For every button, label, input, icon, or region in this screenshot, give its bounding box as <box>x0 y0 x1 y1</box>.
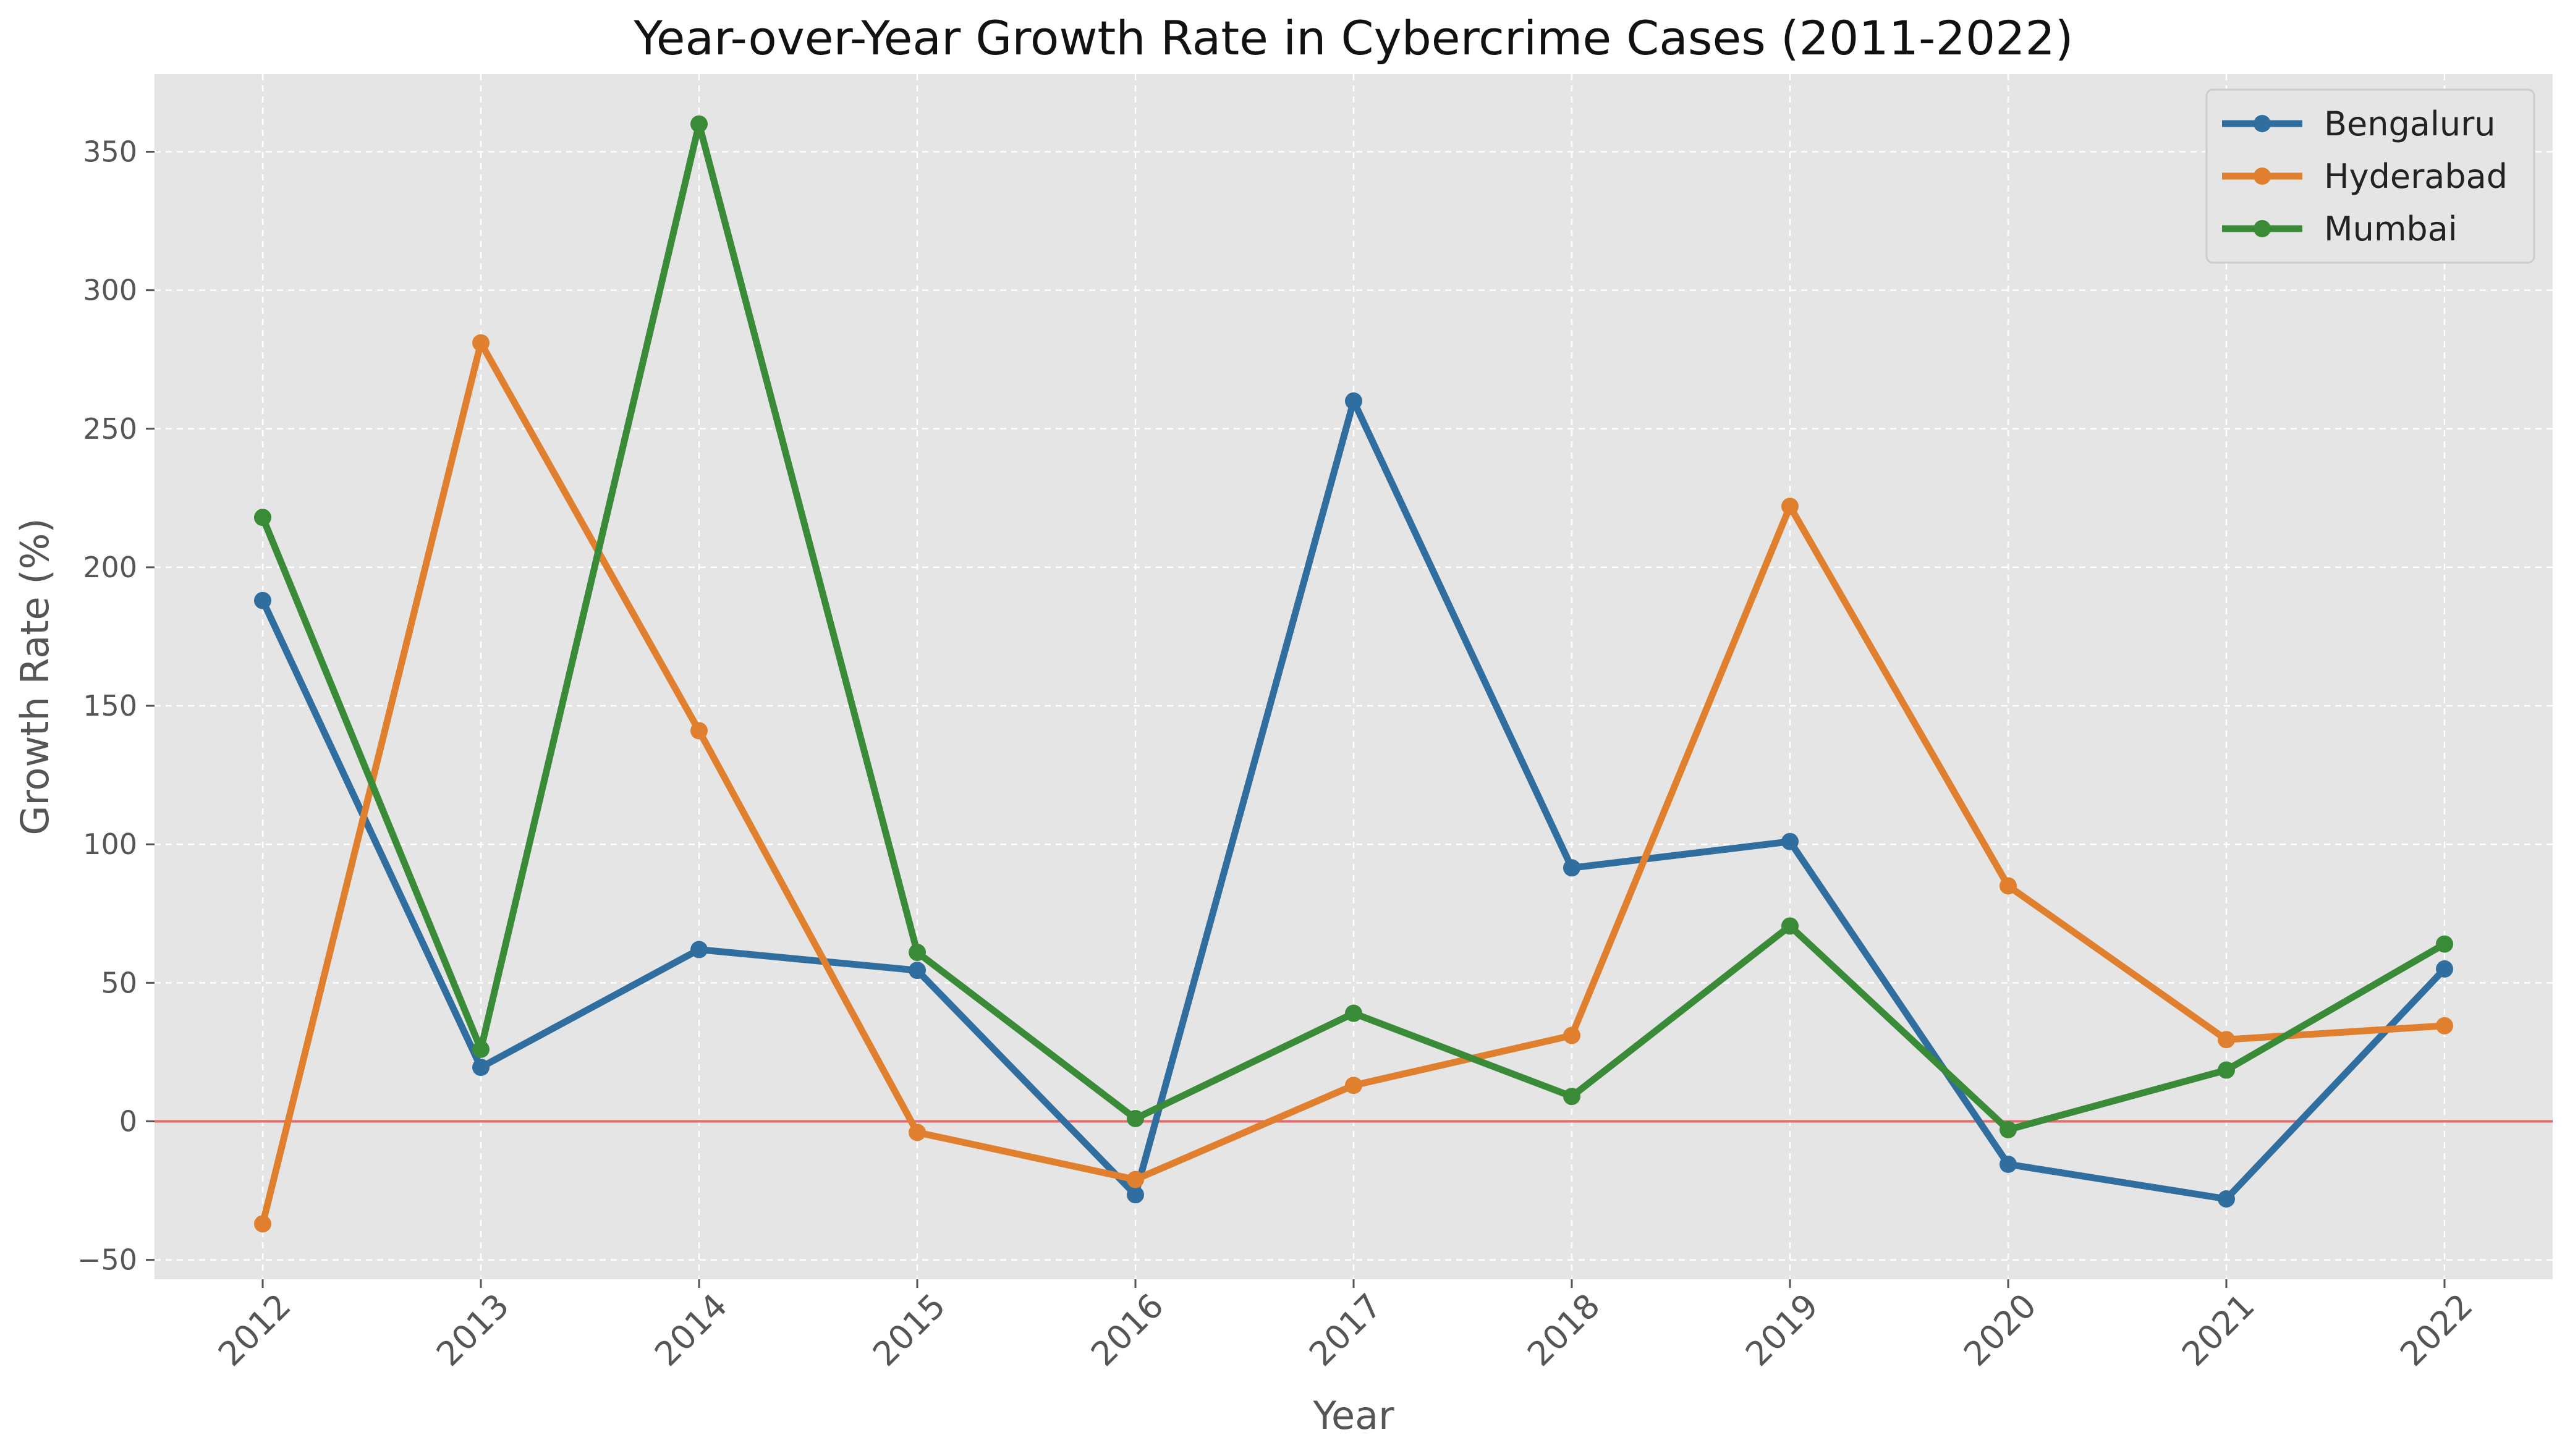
chart-title: Year-over-Year Growth Rate in Cybercrime… <box>633 11 2073 66</box>
x-tick-label: 2018 <box>1520 1286 1608 1374</box>
data-point-bengaluru-2017 <box>1345 392 1362 410</box>
x-axis-label: Year <box>1312 1393 1394 1438</box>
legend-label-hyderabad: Hyderabad <box>2324 157 2508 196</box>
x-tick-label: 2016 <box>1084 1286 1171 1374</box>
data-point-mumbai-2013 <box>472 1040 490 1058</box>
y-tick-label: 0 <box>119 1104 137 1138</box>
legend-marker-bengaluru <box>2254 115 2271 132</box>
data-point-mumbai-2012 <box>254 509 271 527</box>
legend-marker-hyderabad <box>2254 167 2271 185</box>
data-point-bengaluru-2022 <box>2436 960 2453 978</box>
series-layer <box>254 115 2453 1233</box>
y-tick-label: 350 <box>83 135 137 169</box>
y-tick-label: 200 <box>83 551 137 584</box>
series-mumbai <box>254 115 2453 1138</box>
data-point-mumbai-2017 <box>1345 1004 1362 1022</box>
x-tick-label: 2022 <box>2393 1286 2480 1374</box>
series-bengaluru <box>254 392 2453 1208</box>
x-tick-label: 2014 <box>647 1286 735 1374</box>
series-hyderabad <box>254 334 2453 1233</box>
data-point-hyderabad-2020 <box>2000 877 2017 895</box>
data-point-hyderabad-2021 <box>2218 1031 2235 1049</box>
data-point-mumbai-2014 <box>690 115 708 133</box>
legend-label-mumbai: Mumbai <box>2324 210 2458 248</box>
data-point-bengaluru-2018 <box>1563 859 1580 877</box>
y-tick-label: 100 <box>83 827 137 861</box>
data-point-mumbai-2015 <box>909 944 926 962</box>
data-point-hyderabad-2013 <box>472 334 490 352</box>
data-point-bengaluru-2015 <box>909 962 926 980</box>
x-tick-label: 2013 <box>429 1286 517 1374</box>
data-point-mumbai-2020 <box>2000 1120 2017 1138</box>
data-point-hyderabad-2012 <box>254 1215 271 1233</box>
y-tick-label: 150 <box>83 689 137 722</box>
data-point-bengaluru-2016 <box>1127 1186 1144 1204</box>
data-point-bengaluru-2014 <box>690 941 708 959</box>
data-point-bengaluru-2019 <box>1781 832 1799 850</box>
data-point-mumbai-2018 <box>1563 1088 1580 1106</box>
data-point-bengaluru-2021 <box>2218 1190 2235 1208</box>
x-tick-label: 2020 <box>1956 1286 2044 1374</box>
data-point-hyderabad-2014 <box>690 722 708 740</box>
data-point-hyderabad-2018 <box>1563 1026 1580 1044</box>
x-tick-label: 2012 <box>211 1286 299 1374</box>
data-point-mumbai-2016 <box>1127 1110 1144 1127</box>
data-point-bengaluru-2020 <box>2000 1155 2017 1173</box>
x-tick-label: 2019 <box>1738 1286 1826 1374</box>
data-point-mumbai-2021 <box>2218 1061 2235 1079</box>
y-tick-label: 50 <box>101 966 137 999</box>
legend-label-bengaluru: Bengaluru <box>2324 104 2496 143</box>
data-point-hyderabad-2019 <box>1781 497 1799 515</box>
x-tick-label: 2015 <box>865 1286 953 1374</box>
data-point-bengaluru-2013 <box>472 1059 490 1077</box>
x-axis-ticks: 2012 2013 2014 2015 2016 2017 2018 2019 2020 2021… <box>211 1279 2480 1374</box>
data-point-hyderabad-2015 <box>909 1124 926 1141</box>
x-tick-label: 2017 <box>1302 1286 1389 1374</box>
data-point-hyderabad-2017 <box>1345 1077 1362 1094</box>
data-point-hyderabad-2016 <box>1127 1170 1144 1188</box>
data-point-hyderabad-2022 <box>2436 1017 2453 1035</box>
y-axis-ticks: −50 0 50 100 150 200 250 300 350 <box>77 135 155 1277</box>
legend-box <box>2205 88 2535 264</box>
y-tick-label: 250 <box>83 412 137 446</box>
legend-marker-mumbai <box>2254 220 2271 237</box>
data-point-bengaluru-2012 <box>254 591 271 609</box>
data-point-mumbai-2019 <box>1781 917 1799 935</box>
data-point-mumbai-2022 <box>2436 935 2453 953</box>
y-tick-label: 300 <box>83 274 137 307</box>
y-axis-label: Growth Rate (%) <box>12 518 57 835</box>
legend: Bengaluru Hyderabad Mumbai <box>2205 88 2535 264</box>
y-tick-label: −50 <box>77 1243 137 1277</box>
legend-entries: Bengaluru Hyderabad Mumbai <box>2222 104 2508 248</box>
x-tick-label: 2021 <box>2174 1286 2262 1374</box>
